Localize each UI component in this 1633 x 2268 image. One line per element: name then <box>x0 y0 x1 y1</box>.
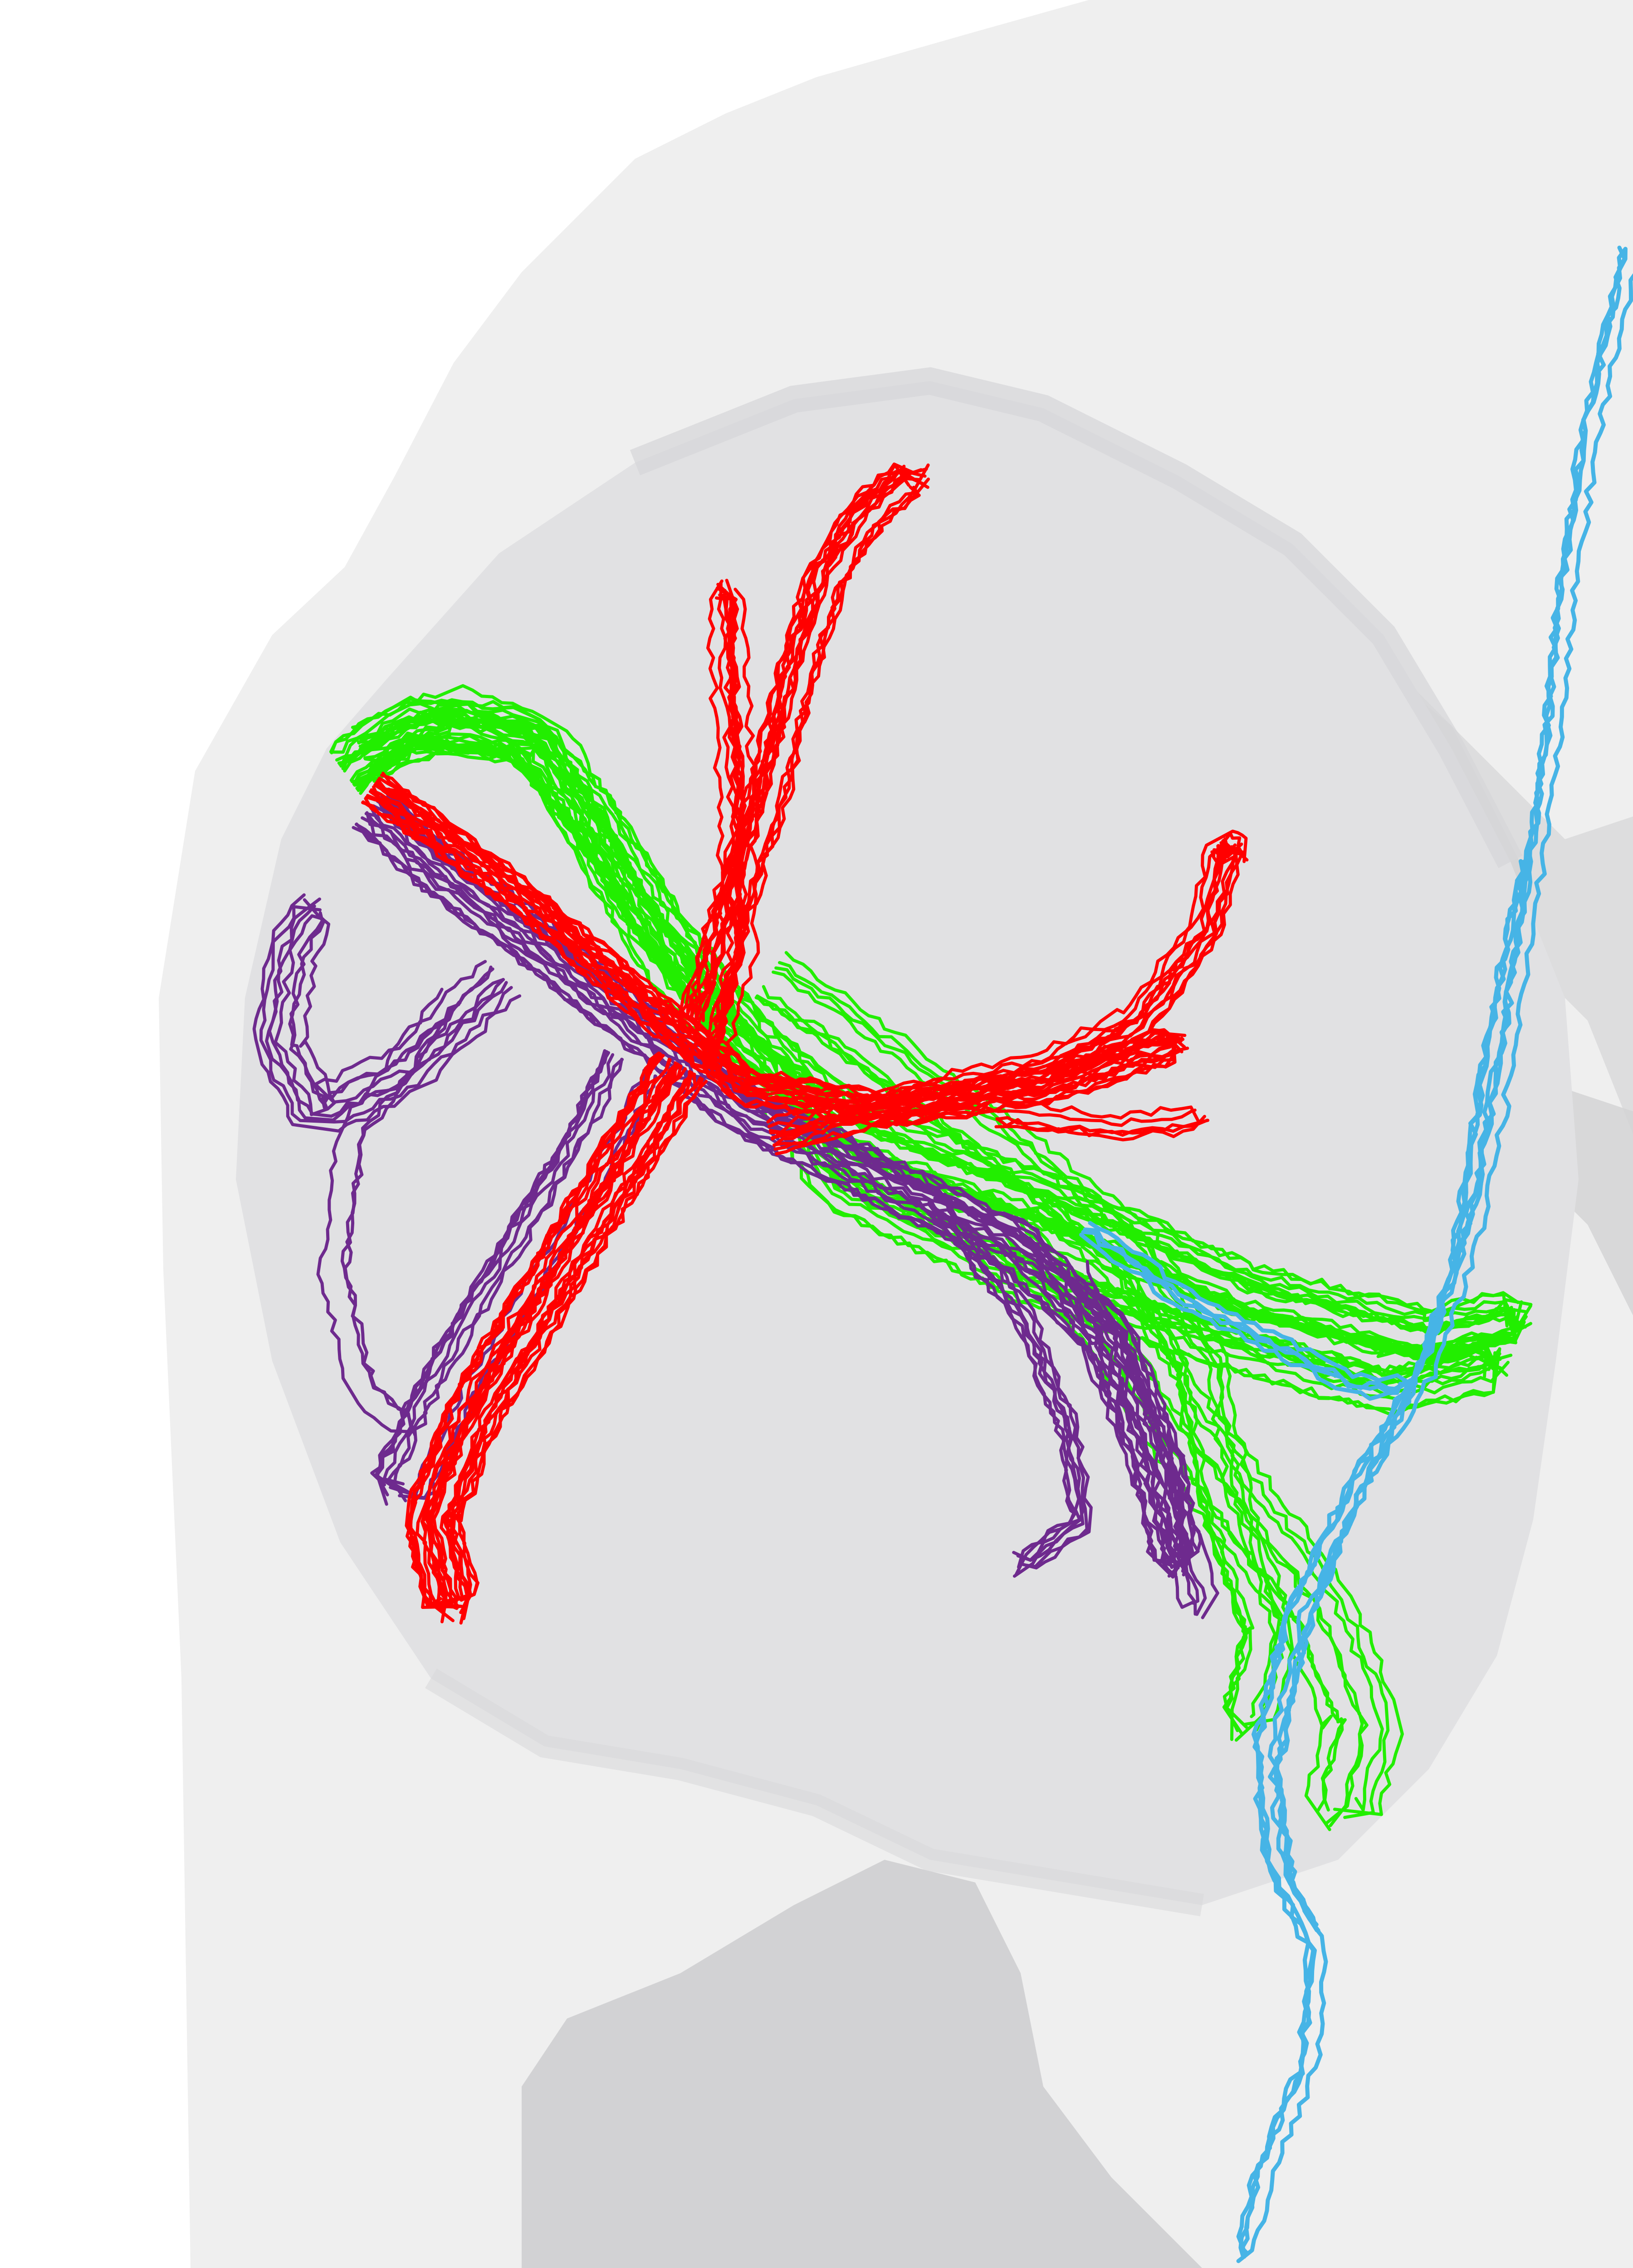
green-fiber <box>357 704 1508 1377</box>
red-fiber-bundle <box>361 462 1249 1625</box>
red-fiber <box>439 1077 704 1604</box>
inner-lower-shadow <box>425 1668 1204 1916</box>
red-fiber <box>425 1065 683 1608</box>
purple-fiber <box>1070 1266 1207 1616</box>
blue-fiber-bundle <box>1079 245 1633 2263</box>
blue-fiber <box>1081 1230 1408 1394</box>
purple-fiber <box>372 804 1183 1559</box>
purple-fiber-bundle <box>252 787 1219 1619</box>
green-fiber <box>1035 1207 1384 1812</box>
red-fiber <box>997 1098 1200 1123</box>
purple-fiber <box>934 1196 1093 1569</box>
purple-fiber <box>386 1058 624 1495</box>
red-fiber <box>702 581 736 1068</box>
blue-fiber <box>1236 273 1633 2263</box>
red-fiber <box>416 1058 672 1608</box>
purple-fiber <box>316 987 444 1433</box>
red-fiber <box>766 830 1248 1124</box>
red-fiber <box>717 587 760 1072</box>
fold-shadow-lower <box>522 1860 1202 2268</box>
red-fiber <box>440 1070 693 1611</box>
red-fiber <box>450 1076 702 1620</box>
purple-fiber <box>361 816 1175 1560</box>
red-fiber <box>406 1052 662 1609</box>
purple-fiber <box>1085 1260 1219 1619</box>
red-fiber <box>685 468 927 1018</box>
purple-fiber <box>252 893 522 1133</box>
fold-shadow-upper <box>998 431 1633 1134</box>
purple-fiber <box>259 905 513 1124</box>
purple-fiber <box>1048 1275 1195 1609</box>
red-fiber <box>364 797 1177 1127</box>
purple-fiber <box>386 789 1202 1568</box>
purple-fiber <box>355 822 1179 1564</box>
red-fiber <box>995 1117 1210 1138</box>
red-fiber <box>996 1108 1197 1127</box>
purple-fiber <box>928 1200 1085 1578</box>
blue-fiber <box>1079 1232 1403 1401</box>
red-fiber <box>718 485 921 1027</box>
red-fiber <box>769 837 1245 1135</box>
red-fiber <box>432 1067 687 1609</box>
purple-fiber <box>299 915 487 1104</box>
green-fiber <box>1042 1199 1390 1819</box>
purple-fiber <box>920 1207 1077 1569</box>
red-fiber <box>772 844 1237 1147</box>
purple-fiber <box>365 811 1180 1566</box>
green-fiber <box>372 738 1501 1416</box>
green-fiber <box>778 961 1286 1742</box>
purple-fiber <box>274 914 505 1116</box>
red-fiber <box>376 778 1183 1103</box>
green-fiber <box>351 684 1494 1361</box>
purple-fiber <box>382 1053 615 1486</box>
blue-fiber <box>1271 859 1525 1927</box>
green-fiber <box>784 951 1294 1726</box>
purple-fiber <box>343 1001 462 1428</box>
purple-fiber <box>933 1196 1089 1569</box>
red-fiber <box>689 579 726 1065</box>
red-fiber <box>995 1116 1209 1135</box>
green-fiber <box>772 970 1277 1718</box>
purple-fiber <box>268 904 505 1118</box>
blue-fiber <box>1240 247 1628 2256</box>
purple-fiber <box>928 1201 1085 1562</box>
green-fiber <box>755 995 1247 1732</box>
red-fiber <box>678 463 910 1016</box>
red-fiber <box>365 795 1182 1121</box>
red-fiber <box>706 589 742 1069</box>
red-fiber <box>773 843 1244 1151</box>
blue-fiber <box>1088 1221 1413 1387</box>
purple-fiber <box>1057 1271 1197 1616</box>
inner-rim-shadow <box>630 367 1523 868</box>
